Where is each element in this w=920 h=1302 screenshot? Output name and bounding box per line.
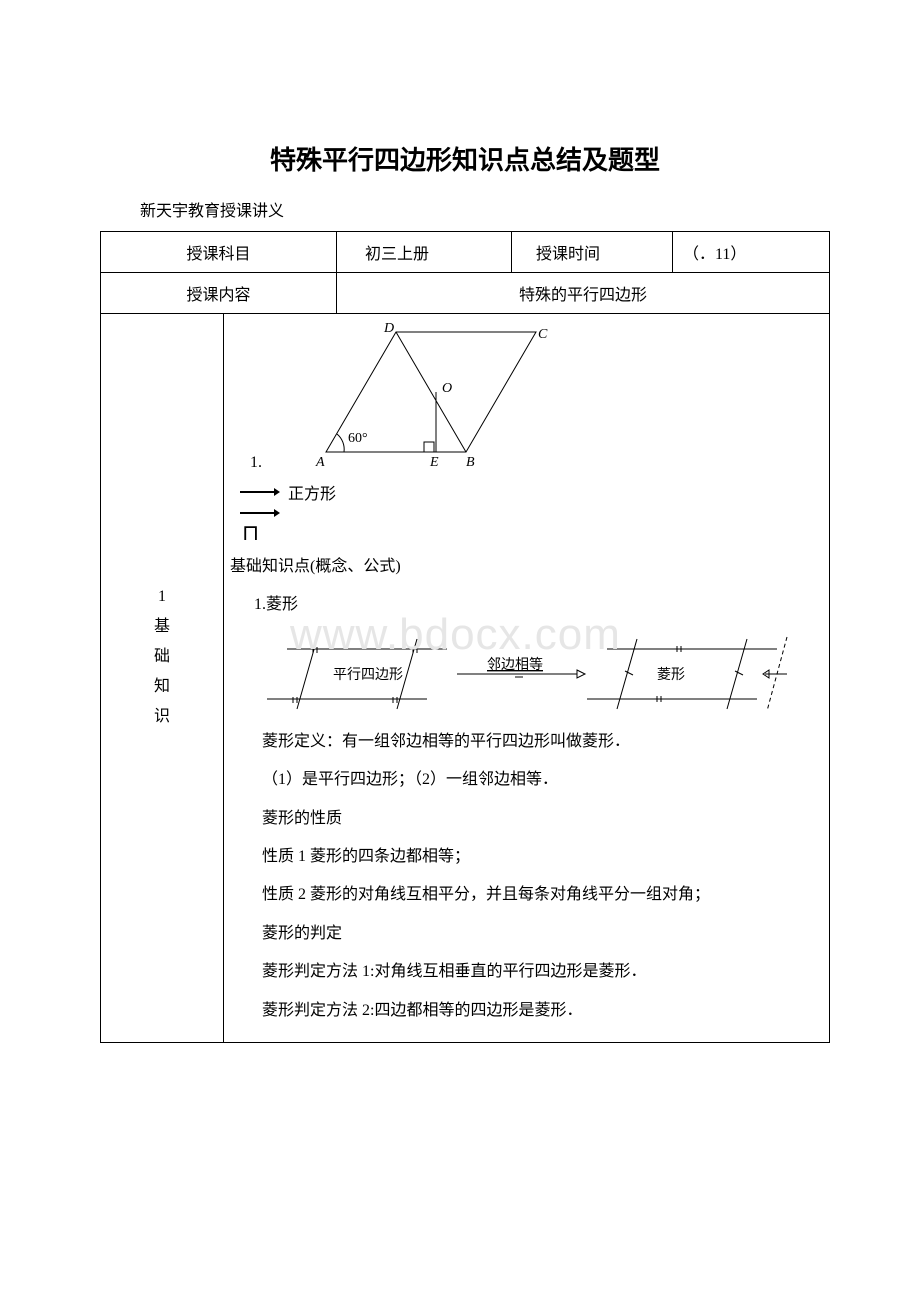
transform-figure: 平行四边形 邻边相等 菱形 — [257, 629, 797, 719]
vertex-d: D — [383, 322, 394, 336]
content-cell: 1. 60° A B C D E O — [224, 314, 830, 1043]
side-char: 础 — [107, 642, 217, 666]
para-prop2: 性质 2 菱形的对角线互相平分，并且每条对角线平分一组对角； — [230, 880, 823, 910]
arrow-icon — [240, 485, 280, 499]
para-cond: （1）是平行四边形；（2）一组邻边相等． — [230, 765, 823, 795]
heading-basics: 基础知识点(概念、公式) — [230, 552, 823, 582]
cell-content-value: 特殊的平行四边形 — [337, 273, 830, 314]
document-page: www.bdocx.com 特殊平行四边形知识点总结及题型 新天宇教育授课讲义 … — [0, 0, 920, 1083]
table-row: 授课内容 特殊的平行四边形 — [101, 273, 830, 314]
cell-subject-value: 初三上册 — [337, 232, 512, 273]
angle-label: 60° — [348, 431, 368, 446]
rhombus-figure: 60° A B C D E O — [266, 322, 566, 472]
vertex-e: E — [429, 455, 439, 470]
arrow-label: 正方形 — [288, 480, 336, 504]
vertex-b: B — [466, 455, 475, 470]
heading-rhombus: 1.菱形 — [230, 590, 823, 620]
lesson-table: 授课科目 初三上册 授课时间 （．11） 授课内容 特殊的平行四边形 1 基 础… — [100, 231, 830, 1043]
side-num: 1 — [107, 588, 217, 606]
vertex-o: O — [442, 381, 452, 396]
cell-subject-label: 授课科目 — [101, 232, 337, 273]
figure-prefix: 1. — [250, 454, 262, 472]
para-judge-h: 菱形的判定 — [230, 919, 823, 949]
para-prop-h: 菱形的性质 — [230, 804, 823, 834]
para-def: 菱形定义：有一组邻边相等的平行四边形叫做菱形． — [230, 727, 823, 757]
fig2-mid-label: 邻边相等 — [487, 656, 543, 673]
para-judge2: 菱形判定方法 2:四边都相等的四边形是菱形． — [230, 996, 823, 1026]
fig2-left-label: 平行四边形 — [333, 667, 403, 683]
page-subtitle: 新天宇教育授课讲义 — [140, 197, 830, 221]
cell-time-label: 授课时间 — [512, 232, 673, 273]
cell-time-value: （．11） — [673, 232, 830, 273]
para-prop1: 性质 1 菱形的四条边都相等； — [230, 842, 823, 872]
page-title: 特殊平行四边形知识点总结及题型 — [100, 140, 830, 177]
para-judge1: 菱形判定方法 1:对角线互相垂直的平行四边形是菱形． — [230, 957, 823, 987]
side-char: 基 — [107, 612, 217, 636]
square-symbol: ⊓ — [242, 522, 823, 544]
side-char: 知 — [107, 672, 217, 696]
side-header: 1 基 础 知 识 — [101, 314, 224, 1043]
vertex-a: A — [315, 455, 325, 470]
table-row: 授课科目 初三上册 授课时间 （．11） — [101, 232, 830, 273]
table-row: 1 基 础 知 识 1. 60° — [101, 314, 830, 1043]
arrow-block: 正方形 ⊓ — [240, 480, 823, 544]
vertex-c: C — [538, 327, 548, 342]
fig2-right-label: 菱形 — [657, 667, 685, 683]
cell-content-label: 授课内容 — [101, 273, 337, 314]
side-char: 识 — [107, 702, 217, 726]
arrow-icon — [240, 506, 280, 520]
